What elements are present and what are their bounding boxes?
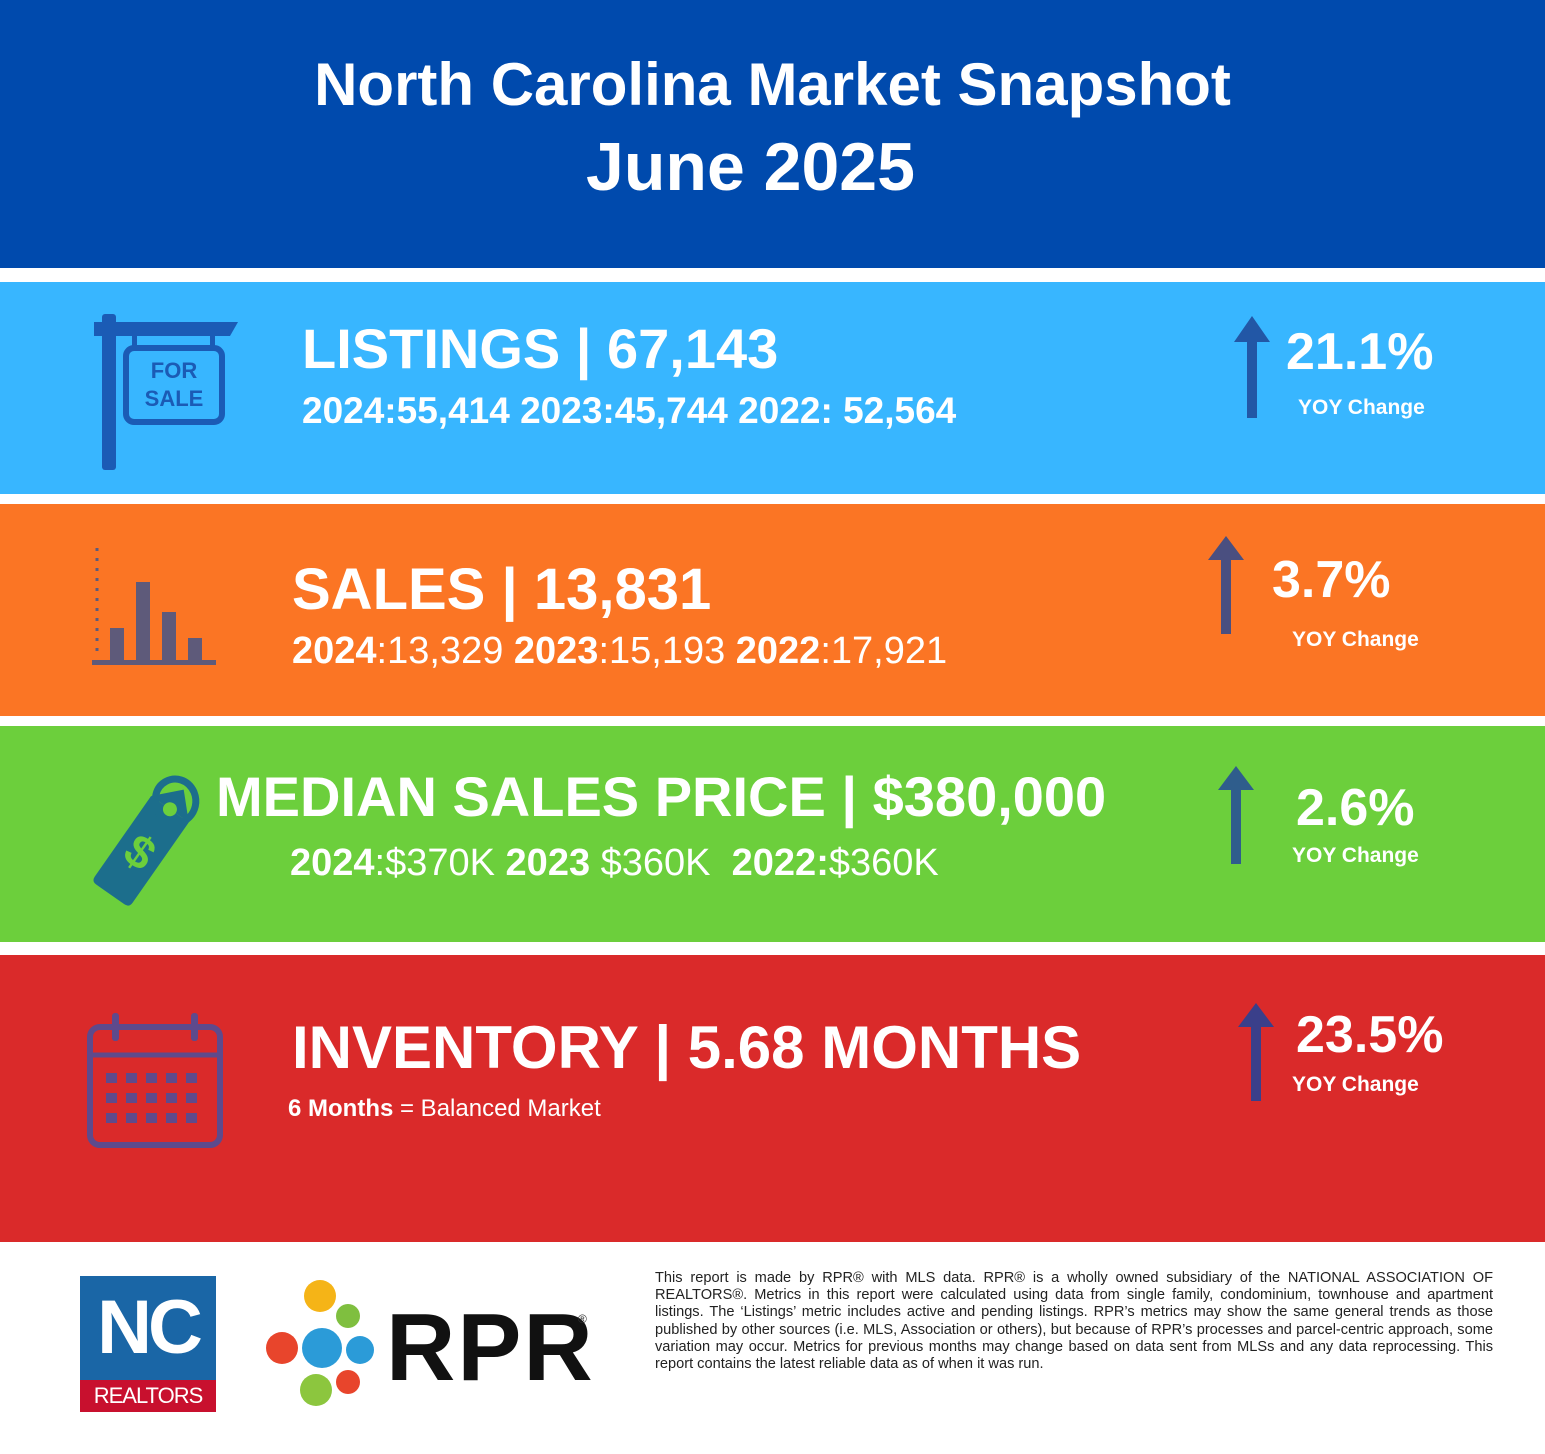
sales-change-label: YOY Change (1292, 628, 1419, 651)
price-value-2024: :$370K (374, 842, 506, 884)
sign-text-for: FOR (151, 358, 198, 383)
arrow-up-icon (1208, 536, 1244, 634)
price-value-2023: $360K (590, 842, 732, 884)
inventory-change: 23.5% (1296, 1006, 1444, 1064)
inventory-section: INVENTORY | 5.68 MONTHS 6 Months = Balan… (0, 955, 1545, 1242)
sales-headline: SALES | 13,831 (292, 557, 712, 622)
sales-year-2023: 2023 (513, 630, 599, 672)
arrow-up-icon (1234, 316, 1270, 418)
rpr-registered-mark: ® (578, 1312, 587, 1326)
price-year-2024: 2024 (290, 842, 375, 884)
nc-logo-text: NC (80, 1276, 216, 1380)
header-banner: North Carolina Market Snapshot June 2025 (0, 0, 1545, 268)
listings-history: 2024:55,414 2023:45,744 2022: 52,564 (302, 390, 957, 431)
listings-change: 21.1% (1286, 323, 1434, 381)
price-tag-icon: $ (93, 775, 200, 906)
arrow-up-icon (1218, 766, 1254, 864)
median-price-headline: MEDIAN SALES PRICE | $380,000 (216, 765, 1107, 828)
price-value-2022: $360K (828, 842, 939, 884)
sales-value-2024: :13,329 (376, 630, 514, 672)
footer (0, 1242, 1545, 1454)
sales-value-2022: :17,921 (820, 630, 948, 672)
rpr-logo-text: RPR (386, 1294, 595, 1401)
price-year-2022: 2022: (731, 842, 829, 884)
inventory-note: 6 Months = Balanced Market (288, 1095, 601, 1123)
arrow-up-icon (1238, 1003, 1274, 1101)
median-price-history: 2024:$370K 2023 $360K 2022:$360K (290, 842, 939, 885)
median-price-change: 2.6% (1296, 779, 1415, 837)
sales-value-2023: :15,193 (598, 630, 736, 672)
disclaimer-text: This report is made by RPR® with MLS dat… (655, 1270, 1493, 1373)
page-title: North Carolina Market Snapshot (314, 51, 1231, 118)
inventory-note-bold: 6 Months (288, 1095, 394, 1122)
listings-section: FOR SALE LISTINGS | 67,143 2024:55,414 2… (0, 282, 1545, 494)
median-price-change-label: YOY Change (1292, 844, 1419, 867)
listings-change-label: YOY Change (1298, 396, 1425, 419)
sales-year-2024: 2024 (292, 630, 377, 672)
bar-chart-icon (92, 548, 216, 665)
sales-section: SALES | 13,831 2024:13,329 2023:15,193 2… (0, 504, 1545, 716)
calendar-icon (87, 1013, 223, 1148)
inventory-headline: INVENTORY | 5.68 MONTHS (292, 1014, 1082, 1081)
price-year-2023: 2023 (505, 842, 591, 884)
sales-history: 2024:13,329 2023:15,193 2022:17,921 (292, 630, 947, 673)
sales-year-2022: 2022 (735, 630, 821, 672)
inventory-note-rest: = Balanced Market (393, 1095, 601, 1122)
rpr-logo-mark-icon (266, 1280, 374, 1406)
nc-logo-subtext: REALTORS (80, 1380, 216, 1412)
sales-change: 3.7% (1272, 551, 1391, 609)
sign-text-sale: SALE (145, 386, 204, 411)
nc-realtors-logo: NC REALTORS (80, 1276, 216, 1412)
report-date: June 2025 (586, 129, 915, 205)
median-price-section: $ MEDIAN SALES PRICE | $380,000 2024:$37… (0, 726, 1545, 942)
inventory-change-label: YOY Change (1292, 1073, 1419, 1096)
for-sale-sign-icon: FOR SALE (94, 314, 238, 470)
listings-headline: LISTINGS | 67,143 (302, 317, 779, 380)
